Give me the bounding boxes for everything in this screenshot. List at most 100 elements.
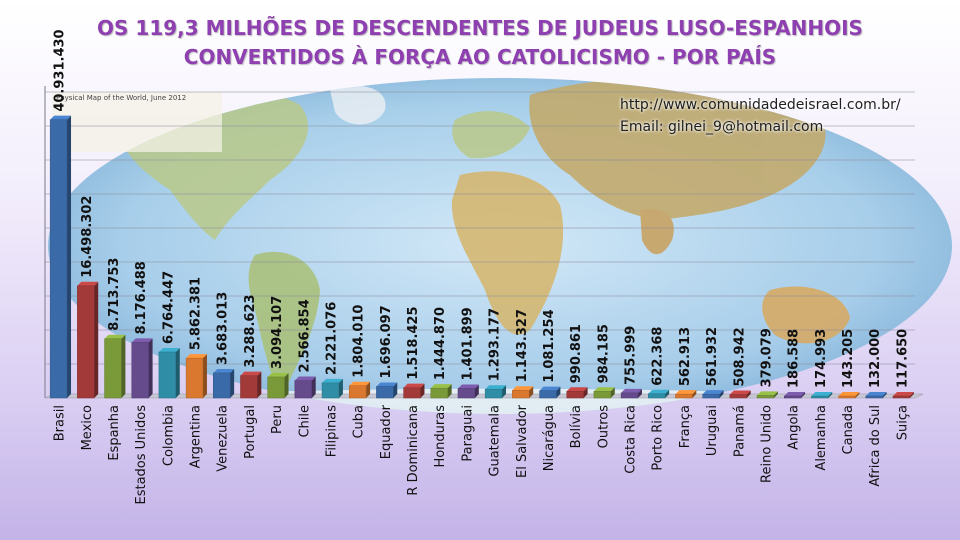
bar bbox=[131, 338, 153, 399]
bar bbox=[213, 368, 235, 399]
category-label: Outros bbox=[596, 405, 611, 449]
value-label: 132.000 bbox=[868, 329, 883, 388]
value-label: 508.942 bbox=[732, 327, 747, 386]
bar bbox=[403, 383, 425, 399]
bar bbox=[620, 388, 642, 399]
category-label: Bolívia bbox=[569, 405, 584, 448]
category-label: Colombia bbox=[161, 405, 176, 466]
chart-title: OS 119,3 MILHÕES DE DESCENDENTES DE JUDE… bbox=[0, 14, 960, 72]
value-label: 3.288.623 bbox=[243, 294, 258, 367]
category-label: Panamá bbox=[732, 405, 747, 457]
category-label: Mexico bbox=[80, 405, 95, 450]
category-label: R Dominicana bbox=[406, 405, 421, 496]
bar bbox=[675, 390, 697, 399]
bars bbox=[49, 115, 914, 399]
bar bbox=[294, 376, 316, 399]
value-label: 6.764.447 bbox=[161, 271, 176, 344]
category-label: Guatemala bbox=[488, 405, 503, 477]
value-label: 16.498.302 bbox=[80, 196, 95, 278]
value-label: 755.999 bbox=[624, 326, 639, 385]
category-label: Alemanha bbox=[814, 405, 829, 471]
bar bbox=[430, 384, 452, 399]
bar bbox=[321, 378, 343, 399]
bar bbox=[756, 391, 778, 399]
credits-email[interactable]: Email: gilnei_9@hotmail.com bbox=[620, 119, 824, 135]
category-label: Uruguai bbox=[705, 405, 720, 456]
bar bbox=[838, 392, 860, 399]
category-label: Portugal bbox=[243, 405, 258, 459]
bar bbox=[49, 115, 72, 399]
bar bbox=[240, 371, 262, 399]
category-label: Equador bbox=[379, 404, 394, 459]
value-label: 1.444.870 bbox=[433, 307, 448, 380]
category-label: Filipinas bbox=[324, 405, 339, 457]
bar bbox=[77, 281, 99, 399]
category-label: Peru bbox=[270, 405, 285, 434]
bar bbox=[729, 390, 751, 399]
bar bbox=[512, 386, 534, 399]
category-label: Africa do Sul bbox=[868, 405, 883, 487]
value-label: 117.650 bbox=[895, 329, 910, 388]
value-label: 3.683.013 bbox=[216, 292, 231, 365]
credits: http://www.comunidadedeisrael.com.br/ Em… bbox=[620, 94, 901, 138]
bar bbox=[376, 382, 398, 399]
category-label: Venezuela bbox=[216, 405, 231, 472]
value-label: 622.368 bbox=[651, 327, 666, 386]
bar bbox=[566, 387, 588, 399]
value-label: 40.931.430 bbox=[53, 29, 68, 111]
category-label: Cuba bbox=[352, 405, 367, 439]
value-label: 174.993 bbox=[814, 329, 829, 388]
value-label: 379.079 bbox=[759, 328, 774, 387]
category-label: França bbox=[678, 405, 693, 448]
category-label: Nicarágua bbox=[542, 405, 557, 471]
bar bbox=[484, 385, 507, 399]
value-label: 186.588 bbox=[787, 329, 802, 388]
value-label: 8.713.753 bbox=[107, 258, 122, 331]
value-label: 1.401.899 bbox=[460, 307, 475, 380]
category-label: Costa Rica bbox=[624, 405, 639, 474]
value-label: 2.221.076 bbox=[324, 302, 339, 375]
bar bbox=[702, 390, 724, 399]
bar bbox=[892, 392, 914, 399]
map-caption: Physical Map of the World, June 2012 bbox=[56, 94, 186, 102]
category-label: Reino Unido bbox=[759, 405, 774, 483]
value-label: 561.932 bbox=[705, 327, 720, 386]
value-label: 1.293.177 bbox=[488, 308, 503, 381]
value-label: 2.566.854 bbox=[297, 299, 312, 372]
value-labels: 40.931.430 16.498.302 8.713.753 8.176.488 6.… bbox=[53, 29, 911, 388]
bar bbox=[783, 392, 806, 399]
bar bbox=[104, 334, 126, 399]
value-label: 1.143.327 bbox=[515, 309, 530, 382]
credits-url[interactable]: http://www.comunidadedeisrael.com.br/ bbox=[620, 97, 901, 113]
value-label: 1.804.010 bbox=[352, 305, 367, 378]
category-labels: Brasil Mexico Espanha Estados Unidos Colombi… bbox=[53, 404, 911, 504]
value-label: 562.913 bbox=[678, 327, 693, 386]
category-label: Honduras bbox=[433, 405, 448, 468]
bar bbox=[593, 387, 615, 399]
category-label: Chile bbox=[297, 405, 312, 438]
category-label: Estados Unidos bbox=[134, 405, 149, 505]
value-label: 990.861 bbox=[569, 324, 584, 383]
value-label: 5.862.381 bbox=[189, 277, 204, 350]
value-label: 1.696.097 bbox=[379, 305, 394, 378]
bar bbox=[158, 348, 180, 399]
category-label: Suiça bbox=[895, 405, 910, 440]
bar bbox=[457, 384, 479, 399]
category-label: Angola bbox=[787, 405, 802, 450]
value-label: 1.518.425 bbox=[406, 306, 421, 379]
category-label: Porto Rico bbox=[651, 405, 666, 471]
category-label: Paraguai bbox=[460, 405, 475, 462]
bar bbox=[267, 372, 289, 399]
value-label: 8.176.488 bbox=[134, 261, 149, 334]
bar bbox=[648, 389, 670, 399]
category-label: Canada bbox=[841, 405, 856, 454]
bar bbox=[348, 381, 371, 399]
bar bbox=[811, 392, 833, 399]
value-label: 1.081.254 bbox=[542, 309, 557, 382]
category-label: El Salvador bbox=[515, 404, 530, 478]
bar bbox=[865, 392, 887, 399]
value-label: 984.185 bbox=[596, 324, 611, 383]
value-label: 143.205 bbox=[841, 329, 856, 388]
category-label: Espanha bbox=[107, 405, 122, 461]
